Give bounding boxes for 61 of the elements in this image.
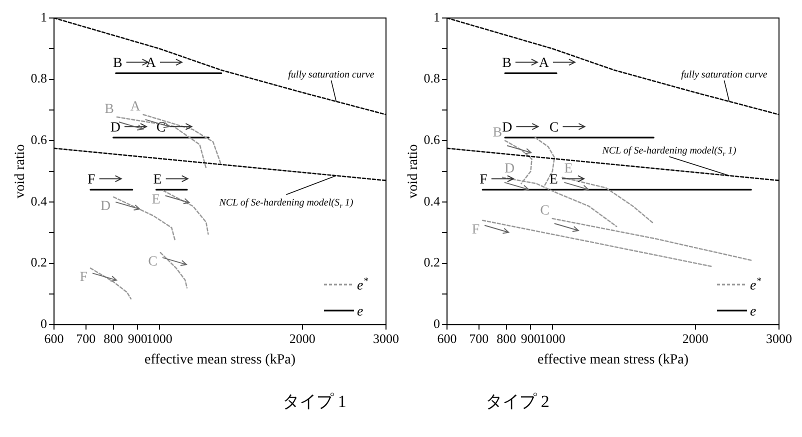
- annotation: B: [112, 56, 122, 72]
- x-tick-label: 2000: [289, 330, 316, 346]
- y-tick-label: 0.6: [424, 132, 441, 148]
- y-axis-title: void ratio: [13, 144, 28, 198]
- y-tick-label: 0.2: [424, 254, 440, 270]
- annotation: D: [100, 199, 111, 214]
- annotation: F: [472, 222, 480, 238]
- annotation: C: [156, 120, 166, 136]
- annotation: A: [130, 100, 142, 115]
- y-tick-label: 1: [434, 9, 440, 24]
- annotation: F: [88, 172, 96, 188]
- y-tick-label: 0.2: [30, 254, 48, 270]
- x-tick-label: 600: [44, 330, 64, 346]
- x-tick-label: 2000: [682, 330, 708, 346]
- y-tick-label: 1: [40, 9, 48, 24]
- y-tick-label: 0: [434, 316, 440, 332]
- annotation: D: [504, 161, 515, 176]
- text: タイプ 2: [486, 391, 550, 413]
- annotation: E: [153, 172, 162, 188]
- series-label: fully saturation curve: [288, 69, 375, 80]
- text: タイプ 1: [282, 391, 346, 413]
- x-tick-label: 800: [104, 330, 124, 346]
- x-tick-label: 900: [520, 330, 540, 346]
- annotation: B: [502, 56, 512, 72]
- y-tick-label: 0.8: [424, 70, 440, 86]
- annotation: E: [152, 192, 160, 208]
- annotation: E: [564, 161, 573, 176]
- annotation: D: [502, 120, 512, 136]
- annotation: B: [104, 102, 114, 118]
- annotation: E: [549, 172, 558, 188]
- legend-label: e: [357, 304, 364, 320]
- x-tick-label: 3000: [766, 330, 792, 346]
- x-tick-label: 600: [437, 330, 457, 346]
- legend-label: e: [750, 304, 756, 320]
- y-tick-label: 0.8: [30, 70, 48, 86]
- x-tick-label: 700: [469, 330, 489, 346]
- annotation: C: [549, 120, 559, 136]
- annotation: A: [146, 56, 157, 72]
- y-tick-label: 0.6: [30, 132, 48, 148]
- annotation: A: [538, 56, 550, 72]
- annotation: C: [540, 204, 550, 219]
- x-axis-title: effective mean stress (kPa): [144, 352, 296, 368]
- annotation: F: [80, 270, 88, 286]
- x-tick-label: 800: [496, 330, 516, 346]
- x-tick-label: 900: [128, 330, 148, 346]
- x-tick-label: 700: [76, 330, 96, 346]
- annotation: D: [110, 120, 121, 136]
- annotation: C: [148, 254, 158, 270]
- x-tick-label: 1000: [539, 330, 566, 346]
- annotation: B: [492, 126, 502, 141]
- legend-label: e*: [750, 276, 762, 294]
- x-tick-label: 1000: [146, 330, 172, 346]
- x-axis-title: effective mean stress (kPa): [538, 352, 689, 368]
- series-label: fully saturation curve: [681, 69, 768, 80]
- y-tick-label: 0: [40, 316, 48, 332]
- legend-label: e*: [357, 276, 368, 294]
- y-axis-title: void ratio: [406, 144, 422, 198]
- y-tick-label: 0.4: [30, 193, 48, 208]
- y-tick-label: 0.4: [424, 193, 441, 208]
- x-tick-label: 3000: [373, 330, 399, 346]
- annotation: F: [480, 172, 488, 188]
